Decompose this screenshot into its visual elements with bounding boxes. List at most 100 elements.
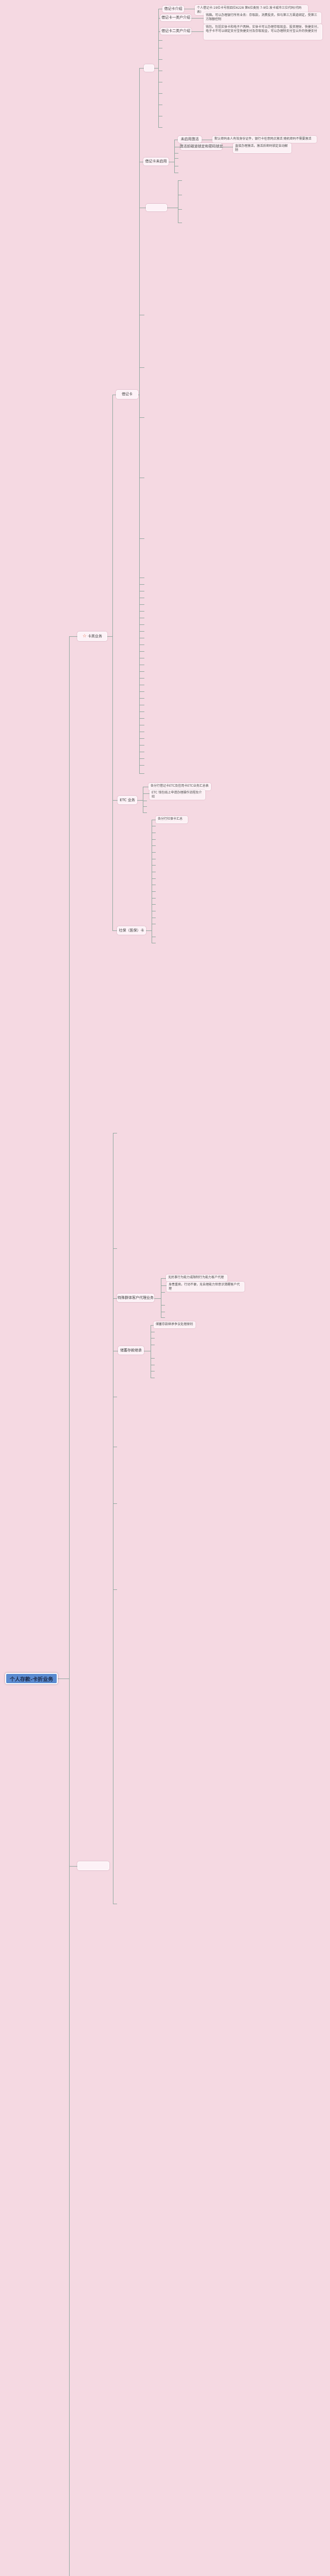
node-class1-intro[interactable]: 借记卡一类户介绍: [160, 14, 191, 21]
stubs-social-security-11: [152, 898, 156, 899]
node-branch-2[interactable]: [77, 1861, 109, 1870]
stubs-social-security-4: [152, 852, 156, 853]
stubs-debit-card-dense-21: [139, 718, 144, 719]
stubs-debit-card-sparse-4: [139, 538, 144, 539]
text-no-civil-capacity-label: 无民事行为能力或限制行为能力客户代理: [168, 1276, 224, 1279]
connector-7: [137, 800, 143, 801]
stubs-debit-intro-group-0: [158, 40, 162, 41]
branch-card-business[interactable]: ☆ 卡类业务: [77, 632, 107, 641]
text-direct-activation-label: 直接办理激活，激活后密码锁定自动解除: [235, 144, 288, 152]
text-default-password-label: 默认密码本人有效身份证件，银行卡任意网点激活 随机密码不需要激活: [214, 137, 311, 141]
stubs-special-groups-3: [161, 1317, 165, 1318]
stubs-debit-card-dense-17: [139, 691, 144, 692]
stubs-debit-card-dense-28: [139, 765, 144, 766]
text-default-password[interactable]: 默认密码本人有效身份证件，银行卡任意网点激活 随机密码不需要激活: [212, 136, 317, 143]
stubs-inheritance-3: [151, 1358, 155, 1359]
node-unlabeled-sub[interactable]: [146, 204, 167, 211]
node-pre-activation-lock[interactable]: 激活前磁道锁定和密码锁定: [179, 143, 223, 150]
stubs-branch-2-1: [113, 1248, 117, 1249]
text-inheritance-dispute-label: 储蓄存款继承争议处理原则: [156, 1323, 193, 1326]
stubs-not-activated-1: [174, 158, 178, 159]
connector-31: [154, 1298, 161, 1299]
connector-11: [154, 68, 159, 69]
node-card-not-activated-label: 借记卡未启用: [145, 159, 167, 164]
node-special-groups-agency[interactable]: 特殊群体客户代理业务: [117, 1294, 154, 1302]
stubs-unlabeled-sub-0: [178, 180, 182, 181]
text-serious-illness[interactable]: 身患重病，行动不便，无自理能力但意识清醒客户代理: [167, 1282, 244, 1292]
stubs-social-security-12: [152, 904, 156, 905]
stubs-debit-card-dense-29: [139, 773, 144, 774]
connector-19: [158, 18, 161, 19]
stubs-debit-card-dense-11: [139, 651, 144, 652]
connector-6: [112, 800, 118, 801]
connector-21: [158, 31, 161, 32]
text-inheritance-dispute[interactable]: 储蓄存款继承争议处理原则: [154, 1321, 195, 1328]
stubs-etc-1: [143, 806, 147, 807]
connector-9: [146, 930, 152, 931]
root-topic-label: 个人存款-卡折业务: [9, 1676, 54, 1683]
stubs-debit-card-dense-27: [139, 758, 144, 759]
connector-34: [151, 1325, 154, 1326]
connector-8: [112, 930, 118, 931]
text-etc-wallet[interactable]: ETC 钱包线上申请办理操作流程及介绍: [150, 790, 205, 800]
text-etc-summary[interactable]: 各分行借记卡ETC及信用卡ETC业务汇总表: [148, 783, 211, 790]
text-direct-activation[interactable]: 直接办理激活，激活后密码锁定自动解除: [233, 143, 291, 153]
spine-debit-card: [139, 68, 140, 774]
stubs-debit-card-dense-1: [139, 584, 144, 585]
node-card-not-activated[interactable]: 借记卡未启用: [143, 158, 169, 165]
spine-root: [69, 636, 70, 2576]
star-icon: ☆: [82, 633, 87, 639]
stubs-special-groups-0: [161, 1292, 165, 1293]
node-debit-card[interactable]: 借记卡: [116, 390, 138, 399]
text-etc-wallet-label: ETC 钱包线上申请办理操作流程及介绍: [152, 791, 202, 799]
stubs-social-security-10: [152, 891, 156, 892]
node-class2-intro-label: 借记卡二类户介绍: [161, 29, 190, 33]
node-social-security-card[interactable]: 社保（医保）卡: [117, 926, 146, 935]
stubs-branch-2-5: [113, 1589, 117, 1590]
connector-28: [143, 793, 150, 794]
stubs-not-activated-0: [174, 153, 178, 154]
stubs-unlabeled-sub-2: [178, 209, 182, 210]
stubs-etc-2: [143, 812, 147, 813]
stubs-debit-intro-group-5: [158, 93, 162, 94]
text-ss-summary-label: 各分行社保卡汇总: [158, 817, 183, 821]
spine-card-business: [112, 395, 113, 931]
connector-22: [191, 31, 204, 32]
connector-10: [139, 68, 144, 69]
node-etc-business[interactable]: ETC 业务: [118, 796, 137, 804]
branch-card-business-label: 卡类业务: [88, 634, 103, 638]
text-serious-illness-label: 身患重病，行动不便，无自理能力但意识清醒客户代理: [169, 1283, 240, 1291]
node-debit-card-label: 借记卡: [122, 392, 133, 397]
connector-20: [191, 18, 204, 19]
stubs-debit-card-dense-20: [139, 711, 144, 712]
stubs-debit-card-dense-5: [139, 611, 144, 612]
node-class1-intro-label: 借记卡一类户介绍: [161, 15, 190, 20]
stubs-special-groups-1: [161, 1305, 165, 1306]
node-debit-card-intro-label: 借记卡介绍: [164, 7, 183, 11]
node-debit-card-intro[interactable]: 借记卡介绍: [162, 6, 184, 12]
node-class2-intro[interactable]: 借记卡二类户介绍: [160, 28, 191, 35]
connector-1: [69, 636, 78, 637]
text-class1[interactable]: 钱箱。可以办理银行所有业务：存取款，消费投资，但与第三方渠道绑定，受第三方限额控…: [204, 12, 321, 24]
connector-3: [69, 1866, 78, 1867]
stubs-social-security-8: [152, 878, 156, 879]
stubs-debit-intro-group-2: [158, 59, 162, 60]
connector-36: [161, 1285, 167, 1286]
root-topic[interactable]: 个人存款-卡折业务: [5, 1673, 58, 1684]
node-not-activated-activation-label: 未启用激活: [180, 137, 199, 142]
node-debit-card-group[interactable]: [144, 64, 154, 72]
text-no-civil-capacity[interactable]: 无民事行为能力或限制行为能力客户代理: [166, 1275, 227, 1281]
text-class2[interactable]: 钱包。包括实体卡和电子户两种，实体卡可以办理存取现金、投资理财、快捷支付，电子卡…: [204, 24, 322, 40]
node-not-activated-activation[interactable]: 未启用激活: [178, 136, 202, 143]
stubs-debit-card-dense-4: [139, 604, 144, 605]
stubs-social-security-6: [152, 865, 156, 866]
stubs-debit-card-dense-24: [139, 738, 144, 739]
stubs-social-security-2: [152, 839, 156, 840]
text-ss-summary[interactable]: 各分行社保卡汇总: [156, 816, 188, 823]
stubs-debit-card-dense-15: [139, 678, 144, 679]
node-deposit-inheritance[interactable]: 储蓄存款继承: [118, 1346, 144, 1354]
spine-not-activated: [174, 140, 175, 173]
text-class1-label: 钱箱。可以办理银行所有业务：存取款，消费投资，但与第三方渠道绑定，受第三方限额控…: [206, 13, 318, 21]
node-pre-activation-lock-label: 激活前磁道锁定和密码锁定: [179, 144, 223, 149]
